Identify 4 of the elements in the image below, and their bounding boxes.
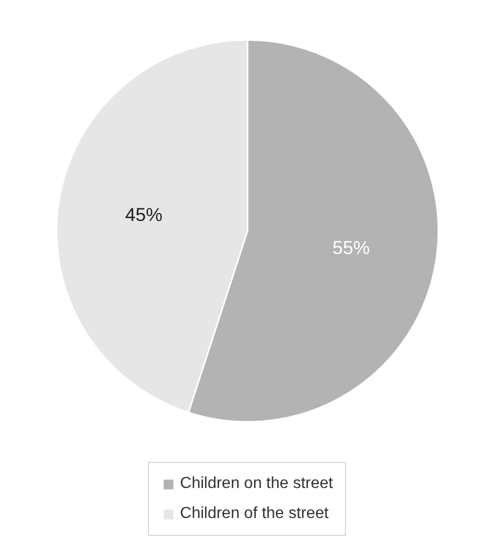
data-label: 55% bbox=[332, 236, 370, 258]
legend-label: Children on the street bbox=[180, 475, 333, 493]
legend-label: Children of the street bbox=[180, 505, 329, 523]
data-label: 45% bbox=[125, 204, 162, 225]
